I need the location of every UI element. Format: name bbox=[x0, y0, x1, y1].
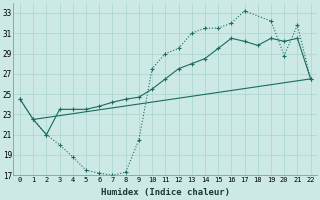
X-axis label: Humidex (Indice chaleur): Humidex (Indice chaleur) bbox=[101, 188, 230, 197]
